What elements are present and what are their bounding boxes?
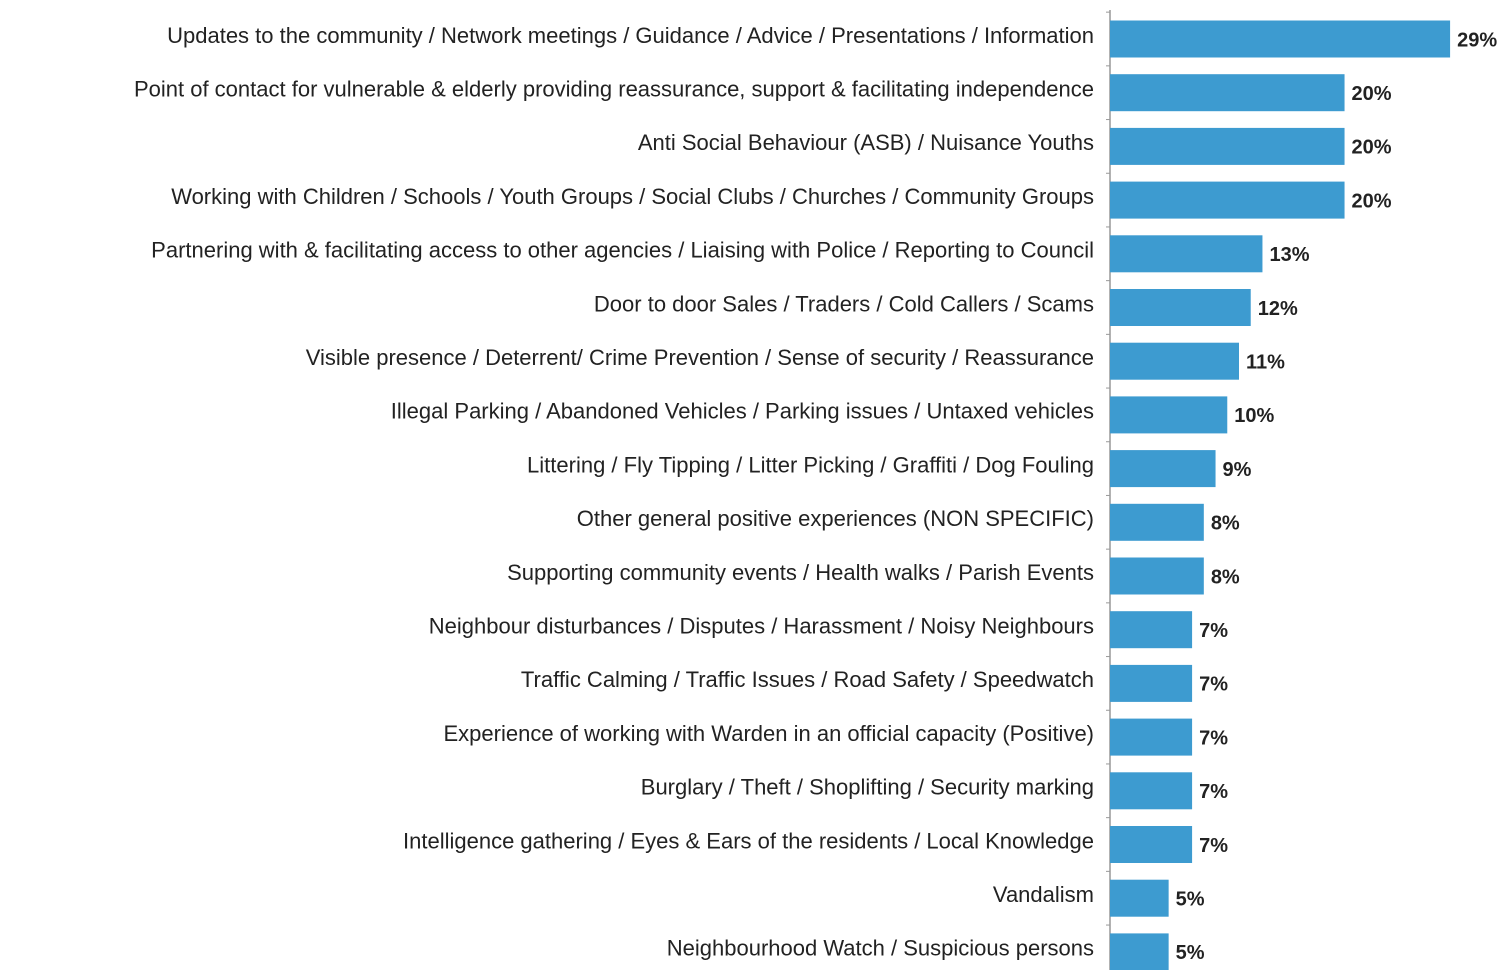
category-label: Vandalism [993, 882, 1094, 907]
category-label: Burglary / Theft / Shoplifting / Securit… [641, 775, 1094, 800]
category-label: Littering / Fly Tipping / Litter Picking… [527, 452, 1094, 477]
value-label: 20% [1352, 190, 1392, 212]
value-label: 13% [1269, 244, 1309, 266]
category-label: Point of contact for vulnerable & elderl… [134, 77, 1094, 102]
category-label: Experience of working with Warden in an … [443, 721, 1094, 746]
bar [1110, 20, 1451, 58]
category-label: Neighbourhood Watch / Suspicious persons [667, 936, 1094, 961]
value-label: 8% [1211, 513, 1240, 535]
value-label: 7% [1199, 835, 1228, 857]
bar [1110, 127, 1345, 165]
value-label: 29% [1457, 29, 1497, 51]
value-label: 7% [1199, 727, 1228, 749]
bar [1110, 933, 1169, 970]
bar [1110, 396, 1228, 434]
value-label: 10% [1234, 405, 1274, 427]
category-label: Traffic Calming / Traffic Issues / Road … [521, 667, 1094, 692]
bar [1110, 289, 1251, 326]
bar [1110, 235, 1263, 273]
category-label: Visible presence / Deterrent/ Crime Prev… [306, 345, 1094, 370]
bar [1110, 879, 1169, 917]
category-label: Other general positive experiences (NON … [577, 506, 1094, 531]
value-label: 9% [1223, 459, 1252, 481]
value-label: 7% [1199, 674, 1228, 696]
value-label: 20% [1352, 137, 1392, 159]
category-label: Illegal Parking / Abandoned Vehicles / P… [391, 399, 1094, 424]
category-label: Door to door Sales / Traders / Cold Call… [594, 291, 1094, 316]
bar [1110, 450, 1216, 488]
bar [1110, 342, 1239, 380]
bar [1110, 503, 1204, 541]
category-label: Supporting community events / Health wal… [507, 560, 1094, 585]
value-label: 8% [1211, 566, 1240, 588]
category-label: Intelligence gathering / Eyes & Ears of … [403, 828, 1094, 853]
bar [1110, 611, 1193, 649]
category-label: Working with Children / Schools / Youth … [171, 184, 1094, 209]
bar [1110, 74, 1345, 112]
category-label: Anti Social Behaviour (ASB) / Nuisance Y… [638, 130, 1094, 155]
category-label: Partnering with & facilitating access to… [151, 238, 1094, 263]
bar [1110, 664, 1193, 702]
value-label: 20% [1352, 83, 1392, 105]
bar [1110, 557, 1204, 595]
bar [1110, 718, 1193, 756]
value-label: 11% [1246, 351, 1285, 373]
value-label: 5% [1176, 942, 1205, 964]
category-label: Neighbour disturbances / Disputes / Hara… [429, 614, 1094, 639]
value-label: 7% [1199, 781, 1228, 803]
value-label: 7% [1199, 620, 1228, 642]
bar [1110, 181, 1345, 219]
category-label: Updates to the community / Network meeti… [167, 23, 1094, 48]
value-label: 12% [1258, 298, 1298, 320]
value-label: 5% [1176, 888, 1205, 910]
bar [1110, 772, 1193, 810]
bar [1110, 826, 1193, 863]
